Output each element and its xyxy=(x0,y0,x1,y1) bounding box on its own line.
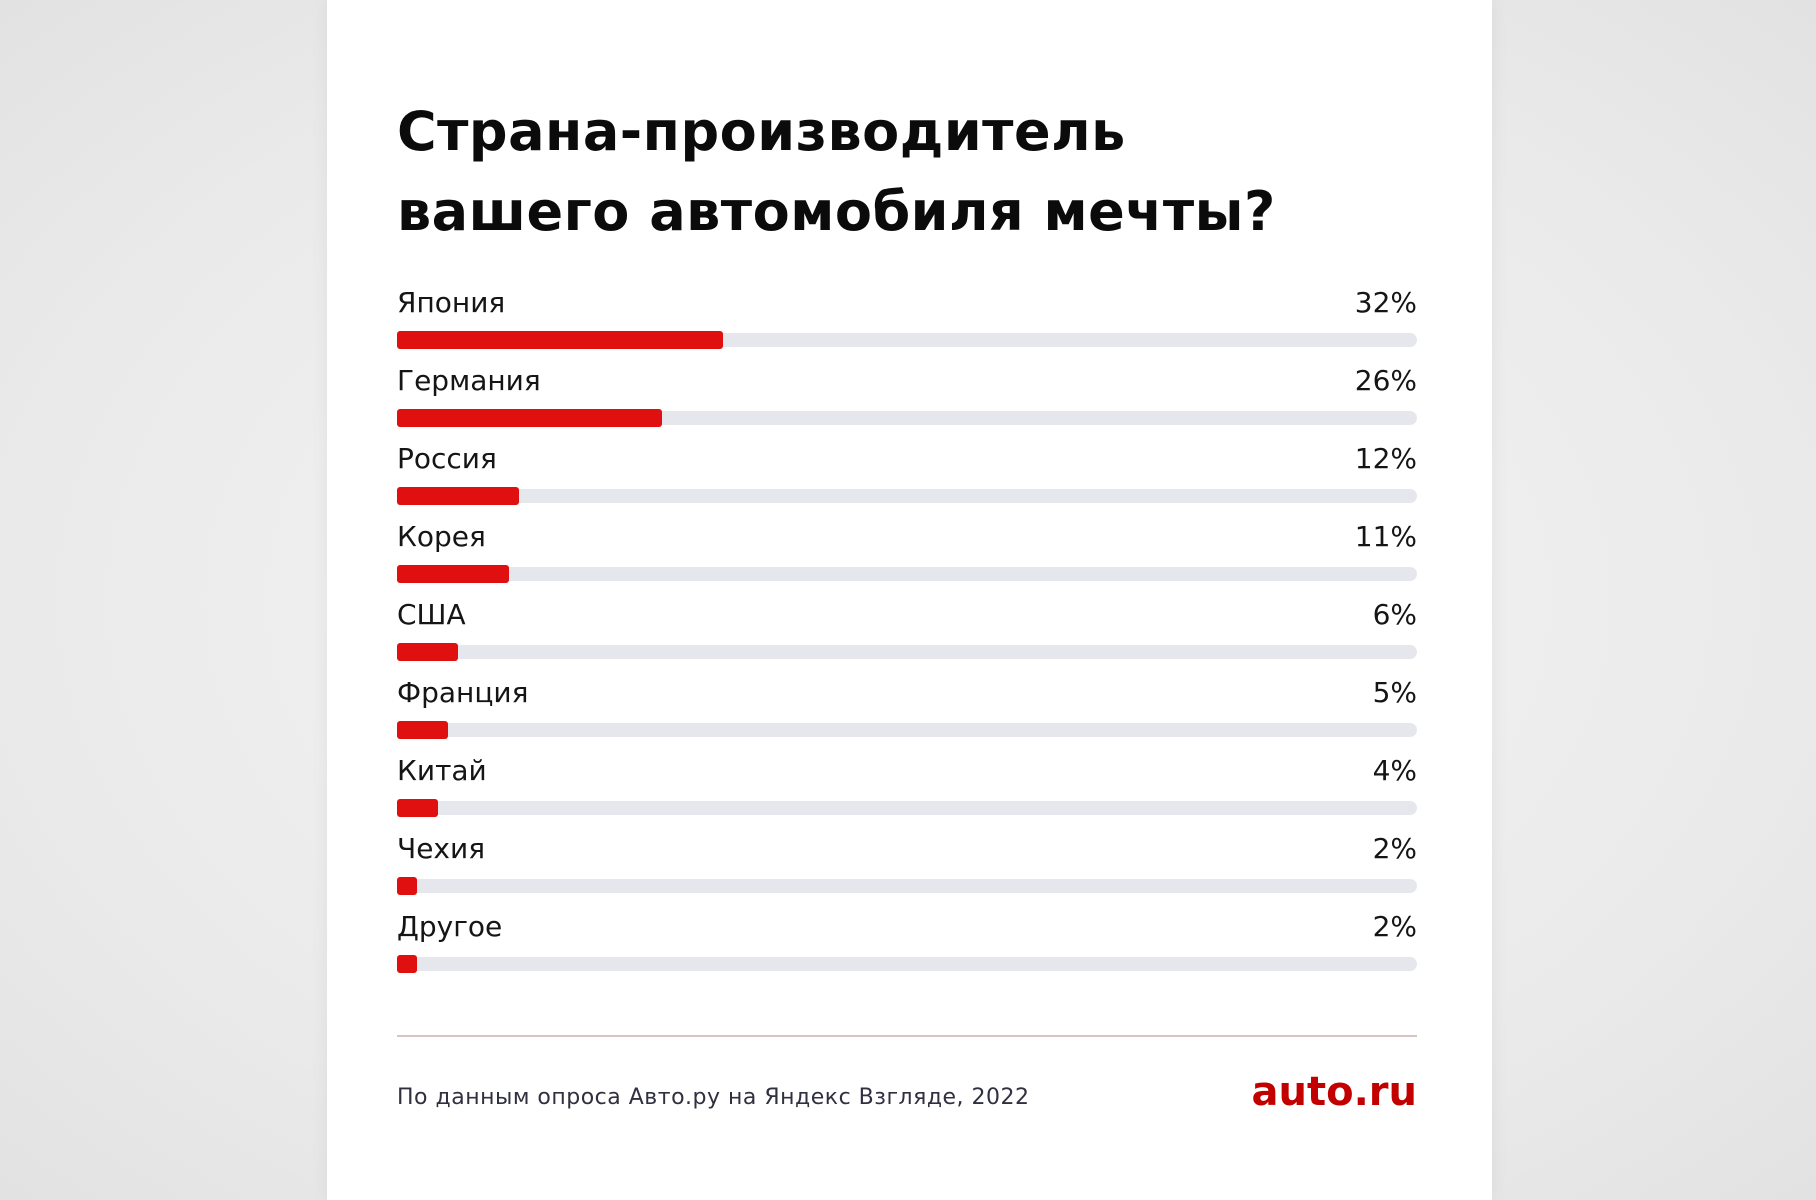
bar xyxy=(397,721,448,739)
bar-chart: Япония 32% Германия 26% Россия 12% Корея 11% США… xyxy=(397,285,1417,987)
bar-track xyxy=(397,409,1417,427)
value-label: 6% xyxy=(1372,598,1417,631)
value-label: 2% xyxy=(1372,832,1417,865)
category-label: Другое xyxy=(397,910,503,943)
bar-track xyxy=(397,643,1417,661)
value-label: 32% xyxy=(1354,286,1417,319)
value-label: 4% xyxy=(1372,754,1417,787)
category-label: Япония xyxy=(397,286,506,319)
bar-row: Япония 32% xyxy=(397,285,1417,363)
bar xyxy=(397,565,509,583)
bar-row: Чехия 2% xyxy=(397,831,1417,909)
category-label: Россия xyxy=(397,442,497,475)
bar xyxy=(397,487,519,505)
chart-title-line-1: Страна-производитель xyxy=(397,100,1126,163)
bar-row: Китай 4% xyxy=(397,753,1417,831)
bar xyxy=(397,799,438,817)
chart-title-line-2: вашего автомобиля мечты? xyxy=(397,180,1276,243)
bar-track xyxy=(397,955,1417,973)
brand-logo: auto.ru xyxy=(1251,1069,1417,1115)
bar-row: Корея 11% xyxy=(397,519,1417,597)
bar-track xyxy=(397,721,1417,739)
bar xyxy=(397,877,417,895)
value-label: 5% xyxy=(1372,676,1417,709)
category-label: США xyxy=(397,598,466,631)
value-label: 11% xyxy=(1354,520,1417,553)
bar-track xyxy=(397,565,1417,583)
value-label: 2% xyxy=(1372,910,1417,943)
category-label: Корея xyxy=(397,520,486,553)
value-label: 12% xyxy=(1354,442,1417,475)
bar-track xyxy=(397,331,1417,349)
category-label: Германия xyxy=(397,364,541,397)
bar xyxy=(397,331,723,349)
bar-row: Германия 26% xyxy=(397,363,1417,441)
bar-row: Франция 5% xyxy=(397,675,1417,753)
chart-title: Страна-производитель вашего автомобиля м… xyxy=(397,92,1437,252)
value-label: 26% xyxy=(1354,364,1417,397)
survey-card: Страна-производитель вашего автомобиля м… xyxy=(327,0,1492,1200)
category-label: Чехия xyxy=(397,832,486,865)
bar-row: Другое 2% xyxy=(397,909,1417,987)
bar-row: США 6% xyxy=(397,597,1417,675)
bar xyxy=(397,643,458,661)
source-note: По данным опроса Авто.ру на Яндекс Взгля… xyxy=(397,1085,1030,1110)
bar xyxy=(397,955,417,973)
bar-row: Россия 12% xyxy=(397,441,1417,519)
category-label: Китай xyxy=(397,754,487,787)
bar-track xyxy=(397,487,1417,505)
bar-track xyxy=(397,877,1417,895)
bar xyxy=(397,409,662,427)
footer-divider xyxy=(397,1035,1417,1037)
bar-track xyxy=(397,799,1417,817)
category-label: Франция xyxy=(397,676,529,709)
